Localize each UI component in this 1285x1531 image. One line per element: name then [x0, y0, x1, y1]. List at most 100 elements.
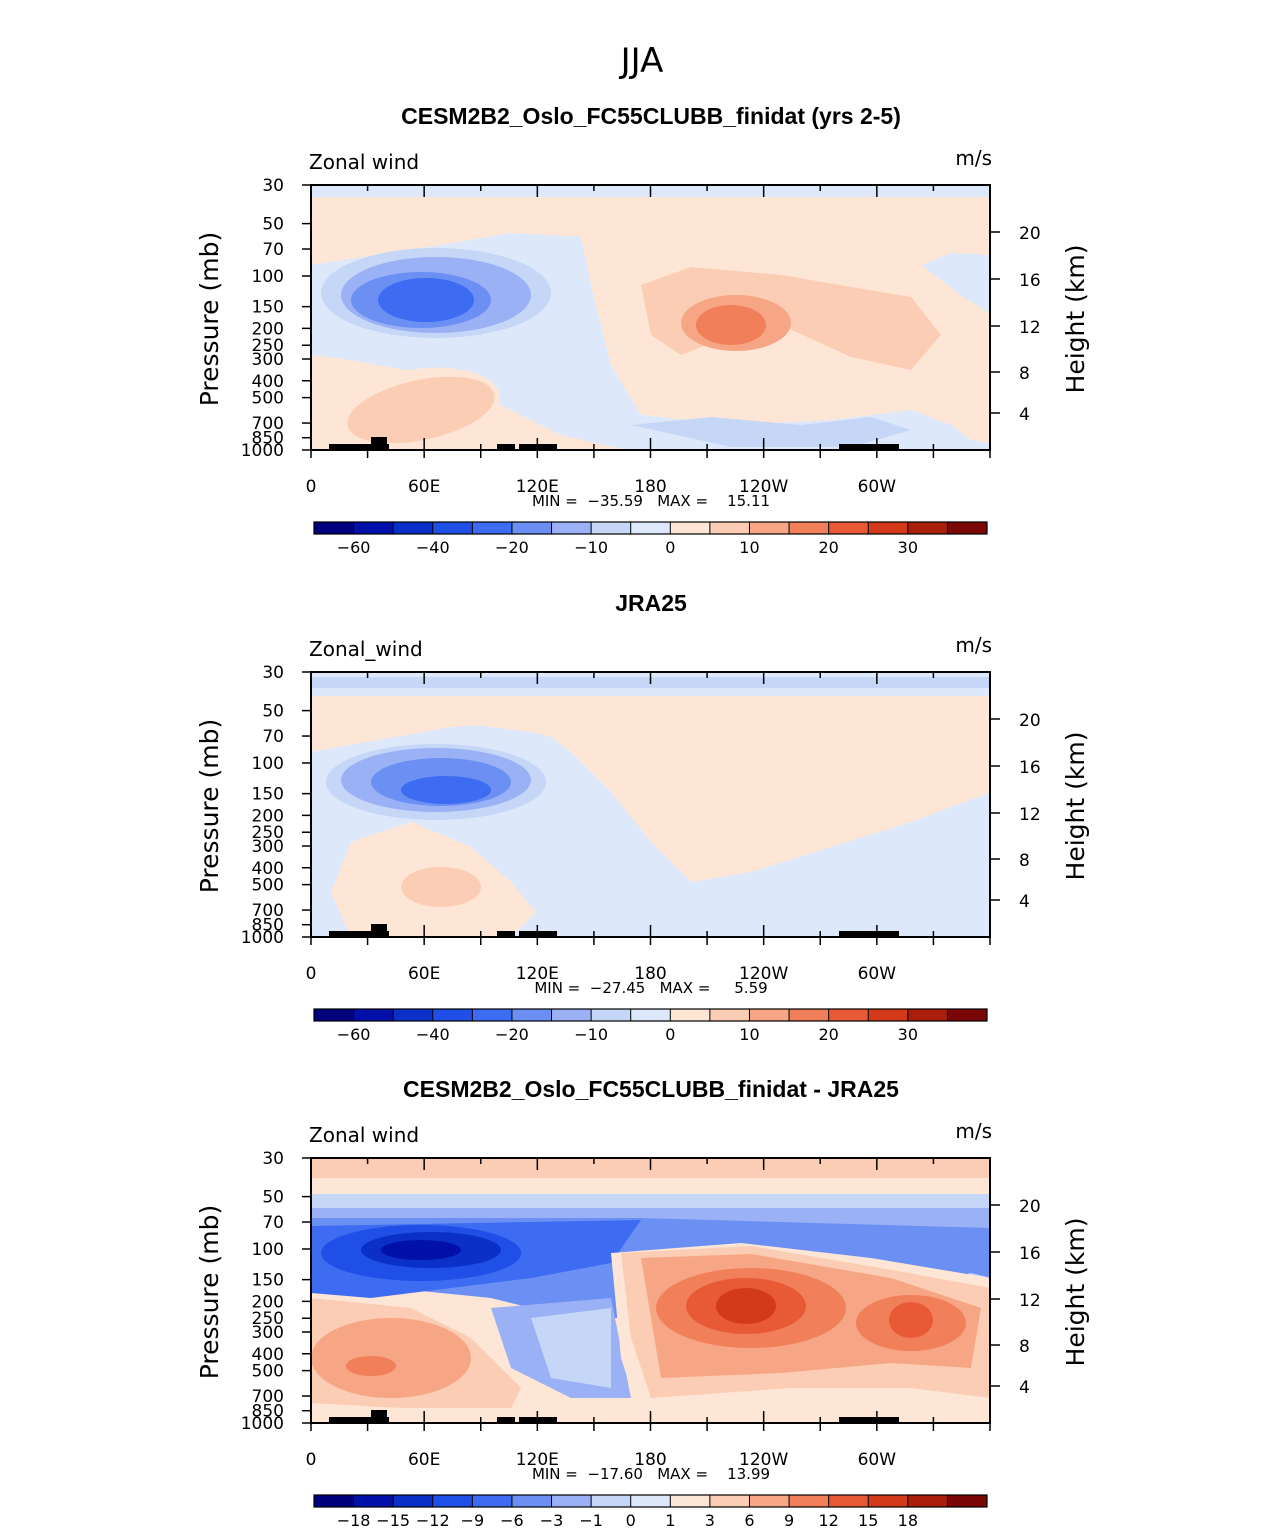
contour-region [941, 897, 991, 938]
x-tick-label: 120W [739, 477, 788, 497]
x-tick-label: 0 [306, 964, 317, 984]
colorbar-swatch [709, 1495, 750, 1507]
colorbar-label: 15 [858, 1511, 878, 1530]
y2-tick-label: 12 [1019, 1291, 1041, 1311]
colorbar-label: 20 [818, 538, 838, 557]
colorbar-swatch [709, 522, 750, 534]
colorbar-swatch [432, 1009, 473, 1021]
contour-region [889, 1302, 933, 1338]
contour-region [378, 278, 474, 322]
colorbar: −60 −40 −20 −10 0 10 20 30 [313, 521, 988, 557]
colorbar-swatch [591, 1495, 632, 1507]
colorbar-swatch [630, 1495, 671, 1507]
colorbar-swatch [551, 1009, 592, 1021]
y-tick-label: 30 [262, 176, 284, 196]
colorbar-swatch [670, 1495, 711, 1507]
topography-bar [329, 444, 389, 451]
colorbar-swatch [551, 1495, 592, 1507]
topography-bar [497, 1417, 515, 1424]
topography-bar [329, 931, 389, 938]
y2-tick-label: 20 [1019, 711, 1041, 731]
topography-bar [371, 437, 387, 451]
y-axis-title: Pressure (mb) [195, 1205, 224, 1379]
x-tick-label: 60W [858, 477, 897, 497]
x-tick-label: 60E [408, 964, 440, 984]
colorbar-label: −9 [461, 1511, 485, 1530]
colorbar-label: −20 [495, 538, 529, 557]
y-tick-label: 700 [252, 1387, 284, 1407]
min-max-text: MIN = −17.60 MAX = 13.99 [532, 1465, 770, 1483]
colorbar-swatch [868, 1009, 909, 1021]
colorbar-label: −12 [416, 1511, 450, 1530]
colorbar-swatch [472, 522, 513, 534]
topography-bar [371, 1410, 387, 1424]
colorbar-label: 10 [739, 1025, 759, 1044]
colorbar-swatch [670, 1009, 711, 1021]
colorbar-label: −40 [416, 1025, 450, 1044]
variable-label: Zonal wind [309, 150, 419, 174]
colorbar-label: −1 [579, 1511, 603, 1530]
y-tick-label: 250 [252, 336, 284, 356]
colorbar-label: 6 [744, 1511, 754, 1530]
y-tick-label: 30 [262, 1149, 284, 1169]
colorbar-label: −3 [540, 1511, 564, 1530]
panel-title: CESM2B2_Oslo_FC55CLUBB_finidat (yrs 2-5) [401, 103, 901, 129]
y-tick-label: 50 [262, 702, 284, 722]
colorbar: −60 −40 −20 −10 0 10 20 30 [313, 1008, 988, 1044]
colorbar-swatch [868, 1495, 909, 1507]
colorbar-label: −18 [337, 1511, 371, 1530]
colorbar-swatch [472, 1495, 513, 1507]
y-tick-label: 200 [252, 319, 284, 339]
colorbar-label: 1 [665, 1511, 675, 1530]
colorbar-swatch [511, 522, 553, 534]
y-tick-label: 250 [252, 823, 284, 843]
x-tick-label: 60W [858, 964, 897, 984]
topography-bar [497, 444, 515, 451]
y2-axis-title: Height (km) [1061, 245, 1090, 394]
y-tick-label: 150 [252, 298, 284, 318]
x-tick-label: 180 [634, 477, 666, 497]
contour-region [311, 1178, 991, 1198]
x-tick-label: 0 [306, 477, 317, 497]
colorbar-swatch [947, 1495, 988, 1507]
contour-region [531, 1308, 611, 1388]
colorbar-swatch [314, 1009, 355, 1021]
y-tick-label: 50 [262, 215, 284, 235]
y2-tick-label: 16 [1019, 271, 1041, 291]
y-tick-label: 500 [252, 389, 284, 409]
colorbar-swatch [828, 522, 869, 534]
colorbar-swatch [907, 1495, 948, 1507]
x-tick-label: 180 [634, 1450, 666, 1470]
colorbar-swatch [353, 1009, 394, 1021]
y-tick-label: 70 [262, 727, 284, 747]
colorbar-label: 12 [818, 1511, 838, 1530]
contour-region [311, 1318, 471, 1398]
colorbar-label: 20 [818, 1025, 838, 1044]
y2-tick-label: 8 [1019, 851, 1030, 871]
colorbar-swatch [472, 1009, 513, 1021]
y-tick-label: 500 [252, 1362, 284, 1382]
colorbar-label: 30 [898, 538, 918, 557]
colorbar-swatch [314, 522, 355, 534]
y-tick-label: 700 [252, 901, 284, 921]
colorbar-swatch [749, 1495, 790, 1507]
colorbar-swatch [630, 1009, 671, 1021]
colorbar-label: −10 [574, 538, 608, 557]
contour-plot: 0 60E 120E 180 120W 60W3050701001502002503004… [241, 176, 1041, 497]
y-axis-title: Pressure (mb) [195, 719, 224, 893]
y-tick-label: 700 [252, 414, 284, 434]
contour-region [931, 1228, 991, 1278]
y-tick-label: 70 [262, 1213, 284, 1233]
colorbar-label: −6 [500, 1511, 524, 1530]
colorbar-swatch [868, 522, 909, 534]
contour-region [346, 1356, 396, 1376]
colorbar-swatch [907, 522, 948, 534]
contour-region [347, 376, 495, 444]
colorbar-label: 10 [739, 538, 759, 557]
colorbar-swatch [630, 522, 671, 534]
y-tick-label: 150 [252, 1271, 284, 1291]
panel-title: CESM2B2_Oslo_FC55CLUBB_finidat - JRA25 [403, 1076, 899, 1102]
x-tick-label: 120E [516, 1450, 559, 1470]
y-tick-label: 1000 [241, 441, 284, 461]
x-tick-label: 120W [739, 1450, 788, 1470]
